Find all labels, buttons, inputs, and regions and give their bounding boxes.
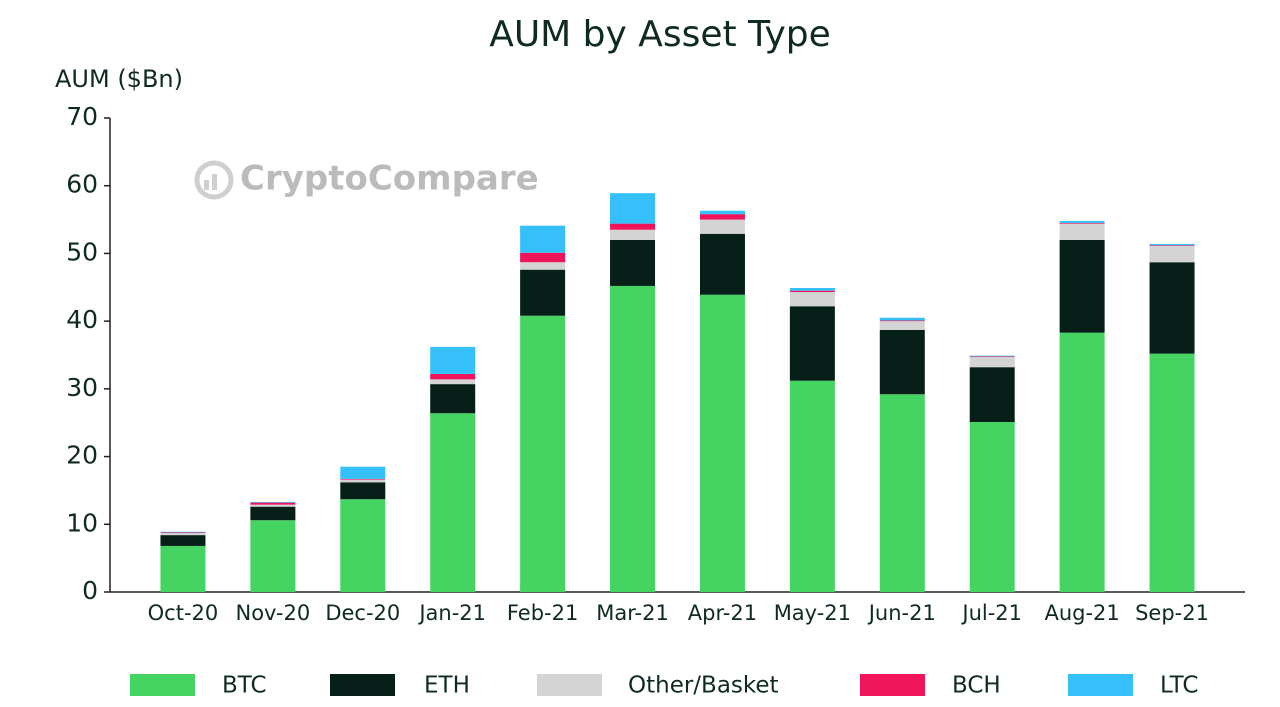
bar-segment xyxy=(699,219,745,234)
legend-swatch xyxy=(130,674,195,696)
legend-label: ETH xyxy=(424,673,470,699)
bar-segment xyxy=(1149,243,1195,246)
bar-segment xyxy=(789,292,835,307)
bar-segment xyxy=(610,239,656,286)
bar-segment xyxy=(969,367,1015,423)
bar-segment xyxy=(430,346,476,374)
legend-swatch xyxy=(1068,674,1133,696)
bar-segment xyxy=(789,287,835,291)
bar-segment xyxy=(430,384,476,414)
bar-segment xyxy=(879,329,925,395)
y-axis-label: AUM ($Bn) xyxy=(55,65,183,93)
watermark: CryptoCompare xyxy=(240,159,539,199)
legend-swatch xyxy=(860,674,925,696)
bar-segment xyxy=(160,545,206,592)
bar-segment xyxy=(1149,245,1195,263)
x-tick-label: Jul-21 xyxy=(960,601,1022,625)
bar-segment xyxy=(340,478,386,480)
x-tick-label: Jun-21 xyxy=(867,601,936,625)
bar-segment xyxy=(699,233,745,295)
bar-segment xyxy=(250,504,296,507)
bar-segment xyxy=(879,317,925,321)
bar-segment xyxy=(160,533,206,536)
legend-label: Other/Basket xyxy=(628,673,779,699)
bar-segment xyxy=(1149,353,1195,592)
bar-segment xyxy=(520,225,566,253)
x-tick-label: Dec-20 xyxy=(325,601,400,625)
y-tick-label: 10 xyxy=(66,508,98,537)
bar-segment xyxy=(1059,220,1105,223)
bar-segment xyxy=(160,535,206,546)
chart-title: AUM by Asset Type xyxy=(489,14,831,55)
y-tick-label: 30 xyxy=(66,373,98,402)
bar-segment xyxy=(610,223,656,230)
bar-segment xyxy=(520,262,566,270)
x-tick-label: Oct-20 xyxy=(148,601,219,625)
bar-segment xyxy=(340,482,386,500)
bar-segment xyxy=(1149,245,1195,246)
x-tick-label: Apr-21 xyxy=(688,601,757,625)
bar-segment xyxy=(520,252,566,263)
bar-segment xyxy=(520,315,566,592)
x-tick-label: Jan-21 xyxy=(417,601,486,625)
x-tick-label: Nov-20 xyxy=(236,601,311,625)
y-tick-label: 70 xyxy=(66,102,98,131)
bar-segment xyxy=(879,320,925,322)
x-tick-label: Feb-21 xyxy=(507,601,578,625)
bar-segment xyxy=(969,422,1015,592)
bar-segment xyxy=(1059,332,1105,592)
legend-label: BCH xyxy=(952,673,1001,699)
bar-segment xyxy=(430,373,476,380)
x-tick-label: May-21 xyxy=(774,601,851,625)
bar-segment xyxy=(430,379,476,385)
bar-segment xyxy=(879,394,925,592)
bar-segment xyxy=(520,269,566,316)
bar-segment xyxy=(610,285,656,592)
legend-swatch xyxy=(537,674,602,696)
bar-segment xyxy=(879,321,925,330)
bar-segment xyxy=(160,532,206,534)
bar-segment xyxy=(250,506,296,521)
bar-segment xyxy=(250,502,296,505)
x-tick-label: Sep-21 xyxy=(1135,601,1209,625)
y-tick-label: 40 xyxy=(66,305,98,334)
watermark-logo xyxy=(194,160,234,200)
bar-segment xyxy=(430,413,476,592)
bar-segment xyxy=(789,380,835,592)
bar-segment xyxy=(250,520,296,592)
bar-segment xyxy=(250,501,296,503)
bar-segment xyxy=(340,479,386,483)
y-tick-label: 50 xyxy=(66,237,98,266)
x-tick-label: Mar-21 xyxy=(596,601,669,625)
bar-segment xyxy=(340,466,386,479)
bar-segment xyxy=(1059,239,1105,333)
bar-segment xyxy=(969,356,1015,358)
legend-label: BTC xyxy=(222,673,267,699)
bar-segment xyxy=(340,499,386,592)
bar-segment xyxy=(699,294,745,592)
bar-segment xyxy=(610,229,656,240)
y-tick-label: 60 xyxy=(66,170,98,199)
bar-segment xyxy=(789,306,835,381)
bar-segment xyxy=(789,290,835,293)
bar-segment xyxy=(1059,223,1105,240)
bar-segment xyxy=(1149,262,1195,354)
bar-segment xyxy=(1059,222,1105,224)
legend-swatch xyxy=(330,674,395,696)
bar-segment xyxy=(160,531,206,533)
bar-segment xyxy=(969,355,1015,357)
y-tick-label: 20 xyxy=(66,441,98,470)
y-tick-label: 0 xyxy=(82,576,98,605)
x-tick-label: Aug-21 xyxy=(1044,601,1119,625)
legend-label: LTC xyxy=(1160,673,1198,699)
bar-segment xyxy=(610,193,656,224)
bar-segment xyxy=(699,214,745,220)
bar-segment xyxy=(699,210,745,215)
bar-segment xyxy=(969,357,1015,368)
